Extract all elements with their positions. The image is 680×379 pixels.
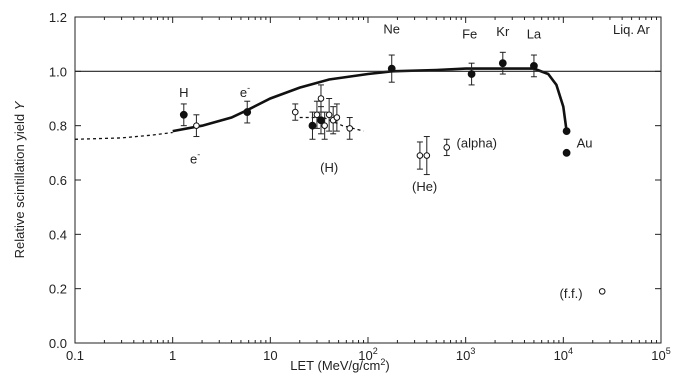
data-point-filled <box>467 70 476 78</box>
data-point-filled <box>243 108 252 116</box>
y-tick-label: 1.0 <box>49 64 67 79</box>
annotation-label: Ne <box>383 21 400 36</box>
data-point-open <box>423 152 431 159</box>
data-point-open <box>321 122 328 129</box>
data-point-open <box>598 288 606 295</box>
annotation-label: (H) <box>320 160 338 175</box>
annotation-label: Kr <box>496 24 510 39</box>
data-point-filled <box>387 64 396 73</box>
y-tick-label: 0.6 <box>49 173 67 188</box>
data-point-filled <box>562 148 571 157</box>
y-tick-label: 0.8 <box>49 119 67 134</box>
annotation-label: (alpha) <box>457 135 497 150</box>
data-point-open <box>443 144 451 151</box>
data-point-filled <box>498 59 507 68</box>
fit-curve <box>172 67 568 133</box>
data-point-open <box>317 95 325 102</box>
annotation-label: Au <box>577 135 593 150</box>
data-point-open <box>346 125 354 132</box>
annotation-label: (He) <box>412 179 437 194</box>
data-point-open <box>333 114 341 121</box>
annotation-label: La <box>527 27 542 42</box>
x-tick-label: 103 <box>456 346 475 363</box>
annotation-label: (f.f.) <box>560 286 583 301</box>
inset-label: Liq. Ar <box>613 22 651 37</box>
y-tick-label: 0.0 <box>49 336 67 351</box>
data-point-filled <box>179 110 188 119</box>
data-point-filled <box>562 127 571 136</box>
x-axis-label: LET (MeV/g/cm2) <box>290 357 389 373</box>
x-tick-label: 1 <box>169 348 176 363</box>
extrapolation-curve <box>299 116 364 132</box>
data-point-filled <box>530 62 538 70</box>
y-tick-label: 0.2 <box>49 282 67 297</box>
y-tick-label: 1.2 <box>49 10 67 25</box>
annotation-label: H <box>179 85 188 100</box>
y-tick-label: 0.4 <box>49 227 67 242</box>
data-point-filled <box>308 121 317 130</box>
annotation-label: e- <box>240 83 250 100</box>
data-point-open <box>291 108 299 116</box>
x-tick-label: 102 <box>358 346 377 363</box>
y-axis-label: Relative scintillation yield Y <box>12 100 27 258</box>
data-point-open <box>193 122 200 129</box>
data-point-open <box>325 111 333 119</box>
annotation-label: e- <box>190 150 200 167</box>
annotation-label: Fe <box>462 27 477 42</box>
extrapolation-curve <box>74 131 173 140</box>
data-points-layer <box>179 51 606 295</box>
ticks-layer: 0.0 0.2 0.4 0.6 0.8 1.0 1.2 0.1 1 10 102 103 104 105 <box>49 10 671 363</box>
x-tick-label: 104 <box>554 346 573 363</box>
data-point-open <box>313 111 321 119</box>
x-tick-label: 0.1 <box>66 348 84 363</box>
x-tick-label: 105 <box>651 346 670 363</box>
x-tick-label: 10 <box>263 348 277 363</box>
data-point-filled <box>317 116 325 125</box>
data-point-open <box>416 152 424 159</box>
